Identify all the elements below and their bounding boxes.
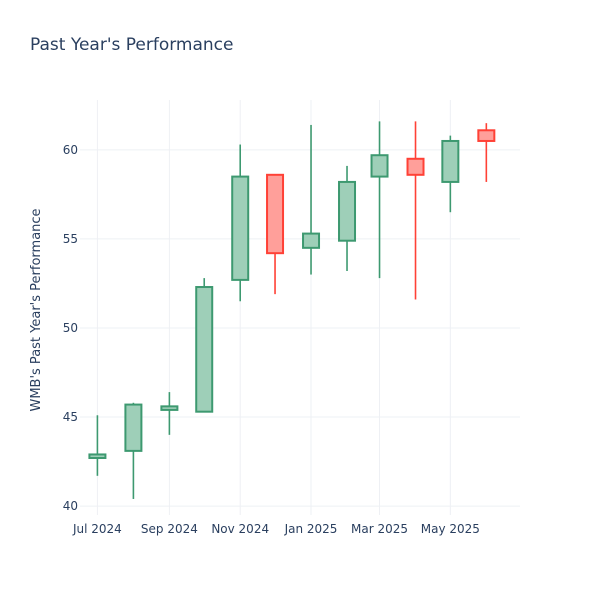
candle-body	[160, 405, 179, 411]
y-tick-label: 60	[63, 143, 78, 157]
candle-body	[370, 154, 389, 178]
x-tick-label: May 2025	[421, 522, 480, 536]
candle-increasing	[88, 415, 107, 476]
chart-title: Past Year's Performance	[30, 35, 234, 55]
y-tick-label: 55	[63, 232, 78, 246]
x-tick-label: Mar 2025	[351, 522, 408, 536]
candle-body	[88, 453, 107, 460]
x-tick-label: Jan 2025	[284, 522, 338, 536]
candle-increasing	[231, 144, 250, 302]
candle-increasing	[338, 165, 357, 271]
candle-decreasing	[477, 123, 496, 182]
candle-body	[124, 403, 143, 452]
y-tick-label: 45	[63, 410, 78, 424]
x-tick-label: Jul 2024	[72, 522, 122, 536]
candle-body	[195, 286, 214, 413]
x-tick-label: Sep 2024	[141, 522, 198, 536]
candle-body	[406, 157, 425, 176]
candle-increasing	[124, 402, 143, 499]
candle-body	[477, 129, 496, 142]
candle-decreasing	[266, 173, 285, 295]
candle-layer	[88, 121, 496, 499]
candle-body	[302, 232, 321, 249]
candle-increasing	[441, 135, 460, 213]
y-tick-label: 50	[63, 321, 78, 335]
candle-body	[441, 139, 460, 183]
y-axis-label: WMB's Past Year's Performance	[29, 208, 44, 411]
candle-body	[266, 173, 285, 255]
candle-decreasing	[406, 121, 425, 300]
candle-increasing	[160, 392, 179, 435]
tick-layer: 40 45 50 55 60 Jul 2024 Sep 2024 Nov 2024 Jan 20…	[63, 143, 480, 536]
candle-increasing	[302, 124, 321, 275]
candle-body	[338, 180, 357, 242]
x-tick-label: Nov 2024	[211, 522, 269, 536]
candle-increasing	[195, 278, 214, 413]
candle-body	[231, 175, 250, 281]
candle-increasing	[370, 121, 389, 279]
y-tick-label: 40	[63, 499, 78, 513]
